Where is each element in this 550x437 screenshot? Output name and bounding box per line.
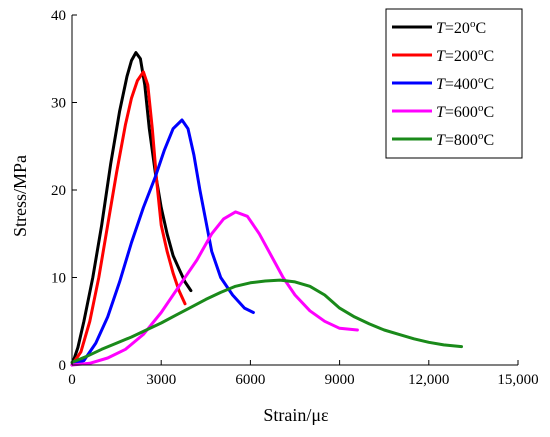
- legend-label-degree: o: [478, 46, 484, 58]
- x-axis-title: Strain/με: [263, 405, 329, 425]
- legend-label: T=20oC: [436, 18, 486, 37]
- legend-label-degree: o: [478, 102, 484, 114]
- legend-label: T=800oC: [436, 130, 494, 149]
- legend-label-variable: T: [436, 104, 446, 121]
- y-tick-label: 20: [51, 183, 66, 199]
- legend-label-unit: C: [483, 104, 494, 121]
- x-tick-label: 0: [68, 372, 76, 388]
- legend-label-value: =800: [445, 132, 478, 149]
- series-line-2: [70, 118, 255, 367]
- x-tick-label: 15,000: [497, 372, 538, 388]
- legend-label-unit: C: [483, 48, 494, 65]
- legend-label-value: =200: [445, 48, 478, 65]
- legend-label-unit: C: [475, 20, 486, 37]
- legend-label-variable: T: [436, 76, 446, 93]
- legend-label: T=400oC: [436, 74, 494, 93]
- legend-item: T=400oC: [392, 74, 494, 93]
- legend-label-value: =600: [445, 104, 478, 121]
- legend-item: T=600oC: [392, 102, 494, 121]
- legend-label-value: =20: [445, 20, 470, 37]
- y-tick-label: 0: [59, 358, 67, 374]
- x-tick-label: 9000: [325, 372, 355, 388]
- x-tick-label: 6000: [235, 372, 265, 388]
- series-line-1: [70, 70, 187, 367]
- legend-label-unit: C: [483, 132, 494, 149]
- legend-item: T=20oC: [392, 18, 486, 37]
- legend-label-variable: T: [436, 132, 446, 149]
- series-line-4: [70, 278, 463, 364]
- y-tick-label: 40: [51, 8, 66, 24]
- legend-label-unit: C: [483, 76, 494, 93]
- legend-label: T=600oC: [436, 102, 494, 121]
- legend-label-degree: o: [470, 18, 476, 30]
- legend-label-variable: T: [436, 20, 446, 37]
- series-line-3: [70, 210, 359, 367]
- legend-label-variable: T: [436, 48, 446, 65]
- y-tick-label: 30: [51, 96, 66, 112]
- x-tick-label: 3000: [146, 372, 176, 388]
- x-tick-label: 12,000: [408, 372, 449, 388]
- axes-layer: Stress/MPa Strain/με 0 10 20 30 40 0 3000 6000 9…: [10, 8, 539, 425]
- legend-item: T=800oC: [392, 130, 494, 149]
- y-tick-label: 10: [51, 271, 66, 287]
- legend-item: T=200oC: [392, 46, 494, 65]
- legend-label-value: =400: [445, 76, 478, 93]
- y-axis-title: Stress/MPa: [10, 155, 30, 237]
- legend-label-degree: o: [478, 74, 484, 86]
- series-line-0: [70, 51, 193, 367]
- legend-label-degree: o: [478, 130, 484, 142]
- series-layer: [70, 51, 463, 367]
- legend-label: T=200oC: [436, 46, 494, 65]
